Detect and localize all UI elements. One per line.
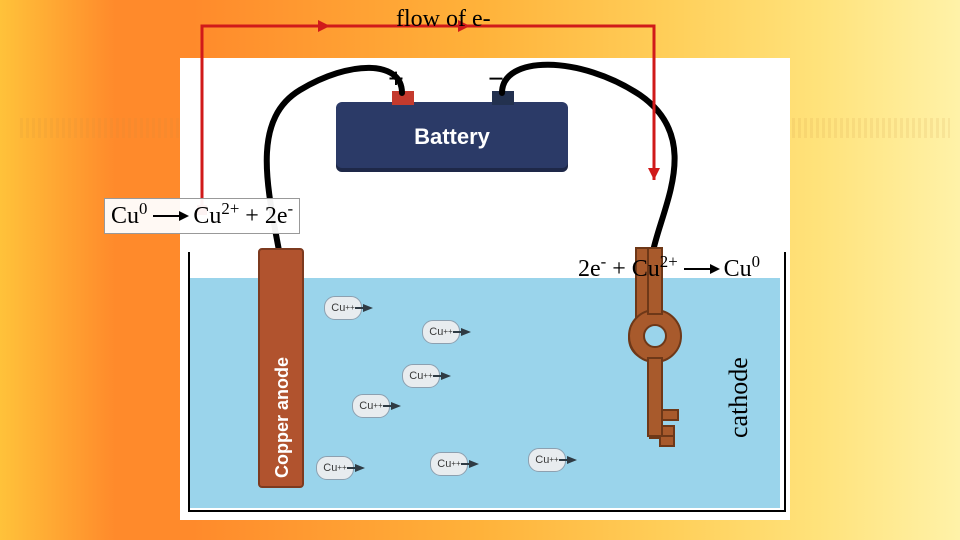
anode-eq-rhs: Cu2+ + 2e- <box>193 203 293 230</box>
cu-ion: Cu++ <box>316 456 354 480</box>
cu-ion: Cu++ <box>352 394 390 418</box>
brush-left <box>20 118 180 138</box>
anode-label: Copper anode <box>272 357 293 478</box>
reaction-arrow-icon <box>153 215 187 217</box>
cathode-label: cathode <box>724 357 754 438</box>
anode-eq-lhs: Cu0 <box>111 203 147 230</box>
flow-label: flow of e- <box>396 6 491 33</box>
cu-ion: Cu++ <box>528 448 566 472</box>
cathode-equation: 2e- + Cu2+ Cu0 <box>572 252 766 286</box>
cathode-eq-lhs: 2e- + Cu2+ <box>578 256 678 283</box>
minus-sign: − <box>486 64 506 96</box>
cu-ion: Cu++ <box>402 364 440 388</box>
plus-sign: + <box>386 64 406 96</box>
slide: Battery + − Copper anode cathode Cu++ Cu+… <box>0 0 960 540</box>
cu-ion: Cu++ <box>324 296 362 320</box>
reaction-arrow-icon <box>684 268 718 270</box>
anode-equation: Cu0 Cu2+ + 2e- <box>104 198 300 234</box>
cu-ion: Cu++ <box>422 320 460 344</box>
flow-arrowhead-icon <box>318 20 330 32</box>
battery-label: Battery <box>414 124 490 150</box>
cathode-eq-rhs: Cu0 <box>724 256 760 283</box>
battery: Battery <box>336 102 568 172</box>
cu-ion: Cu++ <box>430 452 468 476</box>
brush-right <box>780 118 950 138</box>
